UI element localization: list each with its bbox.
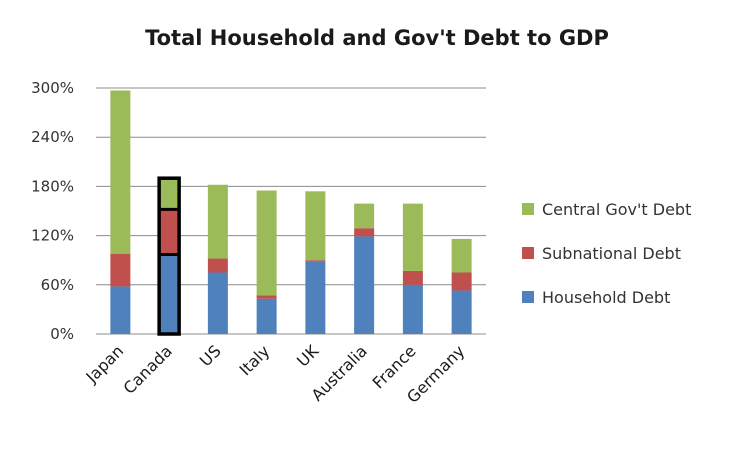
bar-segment	[159, 254, 180, 334]
bar-segment	[110, 286, 131, 334]
legend-swatch	[522, 247, 534, 259]
bar-segment	[159, 178, 180, 210]
legend-label: Subnational Debt	[542, 244, 681, 263]
bar-segment	[110, 253, 131, 287]
bar-segment	[256, 295, 277, 299]
bar-segment	[402, 284, 423, 334]
bar-segment	[207, 272, 228, 334]
legend-swatch	[522, 203, 534, 215]
bars	[110, 90, 472, 336]
legend-label: Central Gov't Debt	[542, 200, 691, 219]
bar-segment	[451, 272, 472, 291]
x-tick-label: Canada	[119, 341, 175, 397]
bar-segment	[305, 191, 326, 261]
bar-segment	[354, 236, 375, 334]
legend-label: Household Debt	[542, 288, 670, 307]
bar-segment	[305, 261, 326, 334]
legend: Central Gov't Debt Subnational Debt Househ…	[522, 200, 691, 307]
bar-segment	[451, 290, 472, 334]
y-tick-label: 120%	[31, 227, 74, 245]
x-tick-label: Italy	[235, 341, 273, 379]
x-tick-label: US	[196, 341, 225, 370]
bar-segment	[305, 260, 326, 262]
bar-segment	[256, 190, 277, 296]
chart-title: Total Household and Gov't Debt to GDP	[145, 26, 609, 50]
bar-segment	[451, 238, 472, 273]
bar-segment	[256, 298, 277, 334]
y-tick-label: 0%	[50, 325, 74, 343]
bar-segment	[207, 258, 228, 273]
bar-segment	[207, 184, 228, 259]
bar-segment	[159, 209, 180, 255]
y-axis-ticks: 0% 60% 120% 180% 240% 300%	[31, 79, 74, 343]
bar-segment	[402, 270, 423, 285]
x-tick-label: Japan	[82, 341, 128, 387]
x-tick-label: UK	[293, 341, 322, 370]
legend-swatch	[522, 291, 534, 303]
bar-segment	[402, 203, 423, 271]
bar-segment	[354, 228, 375, 237]
y-tick-label: 180%	[31, 177, 74, 195]
highlight-outline	[157, 176, 181, 336]
y-tick-label: 300%	[31, 79, 74, 97]
y-tick-label: 240%	[31, 128, 74, 146]
bar-segment	[110, 90, 131, 254]
gridlines	[96, 87, 486, 335]
y-tick-label: 60%	[41, 276, 74, 294]
bar-segment	[354, 203, 375, 229]
